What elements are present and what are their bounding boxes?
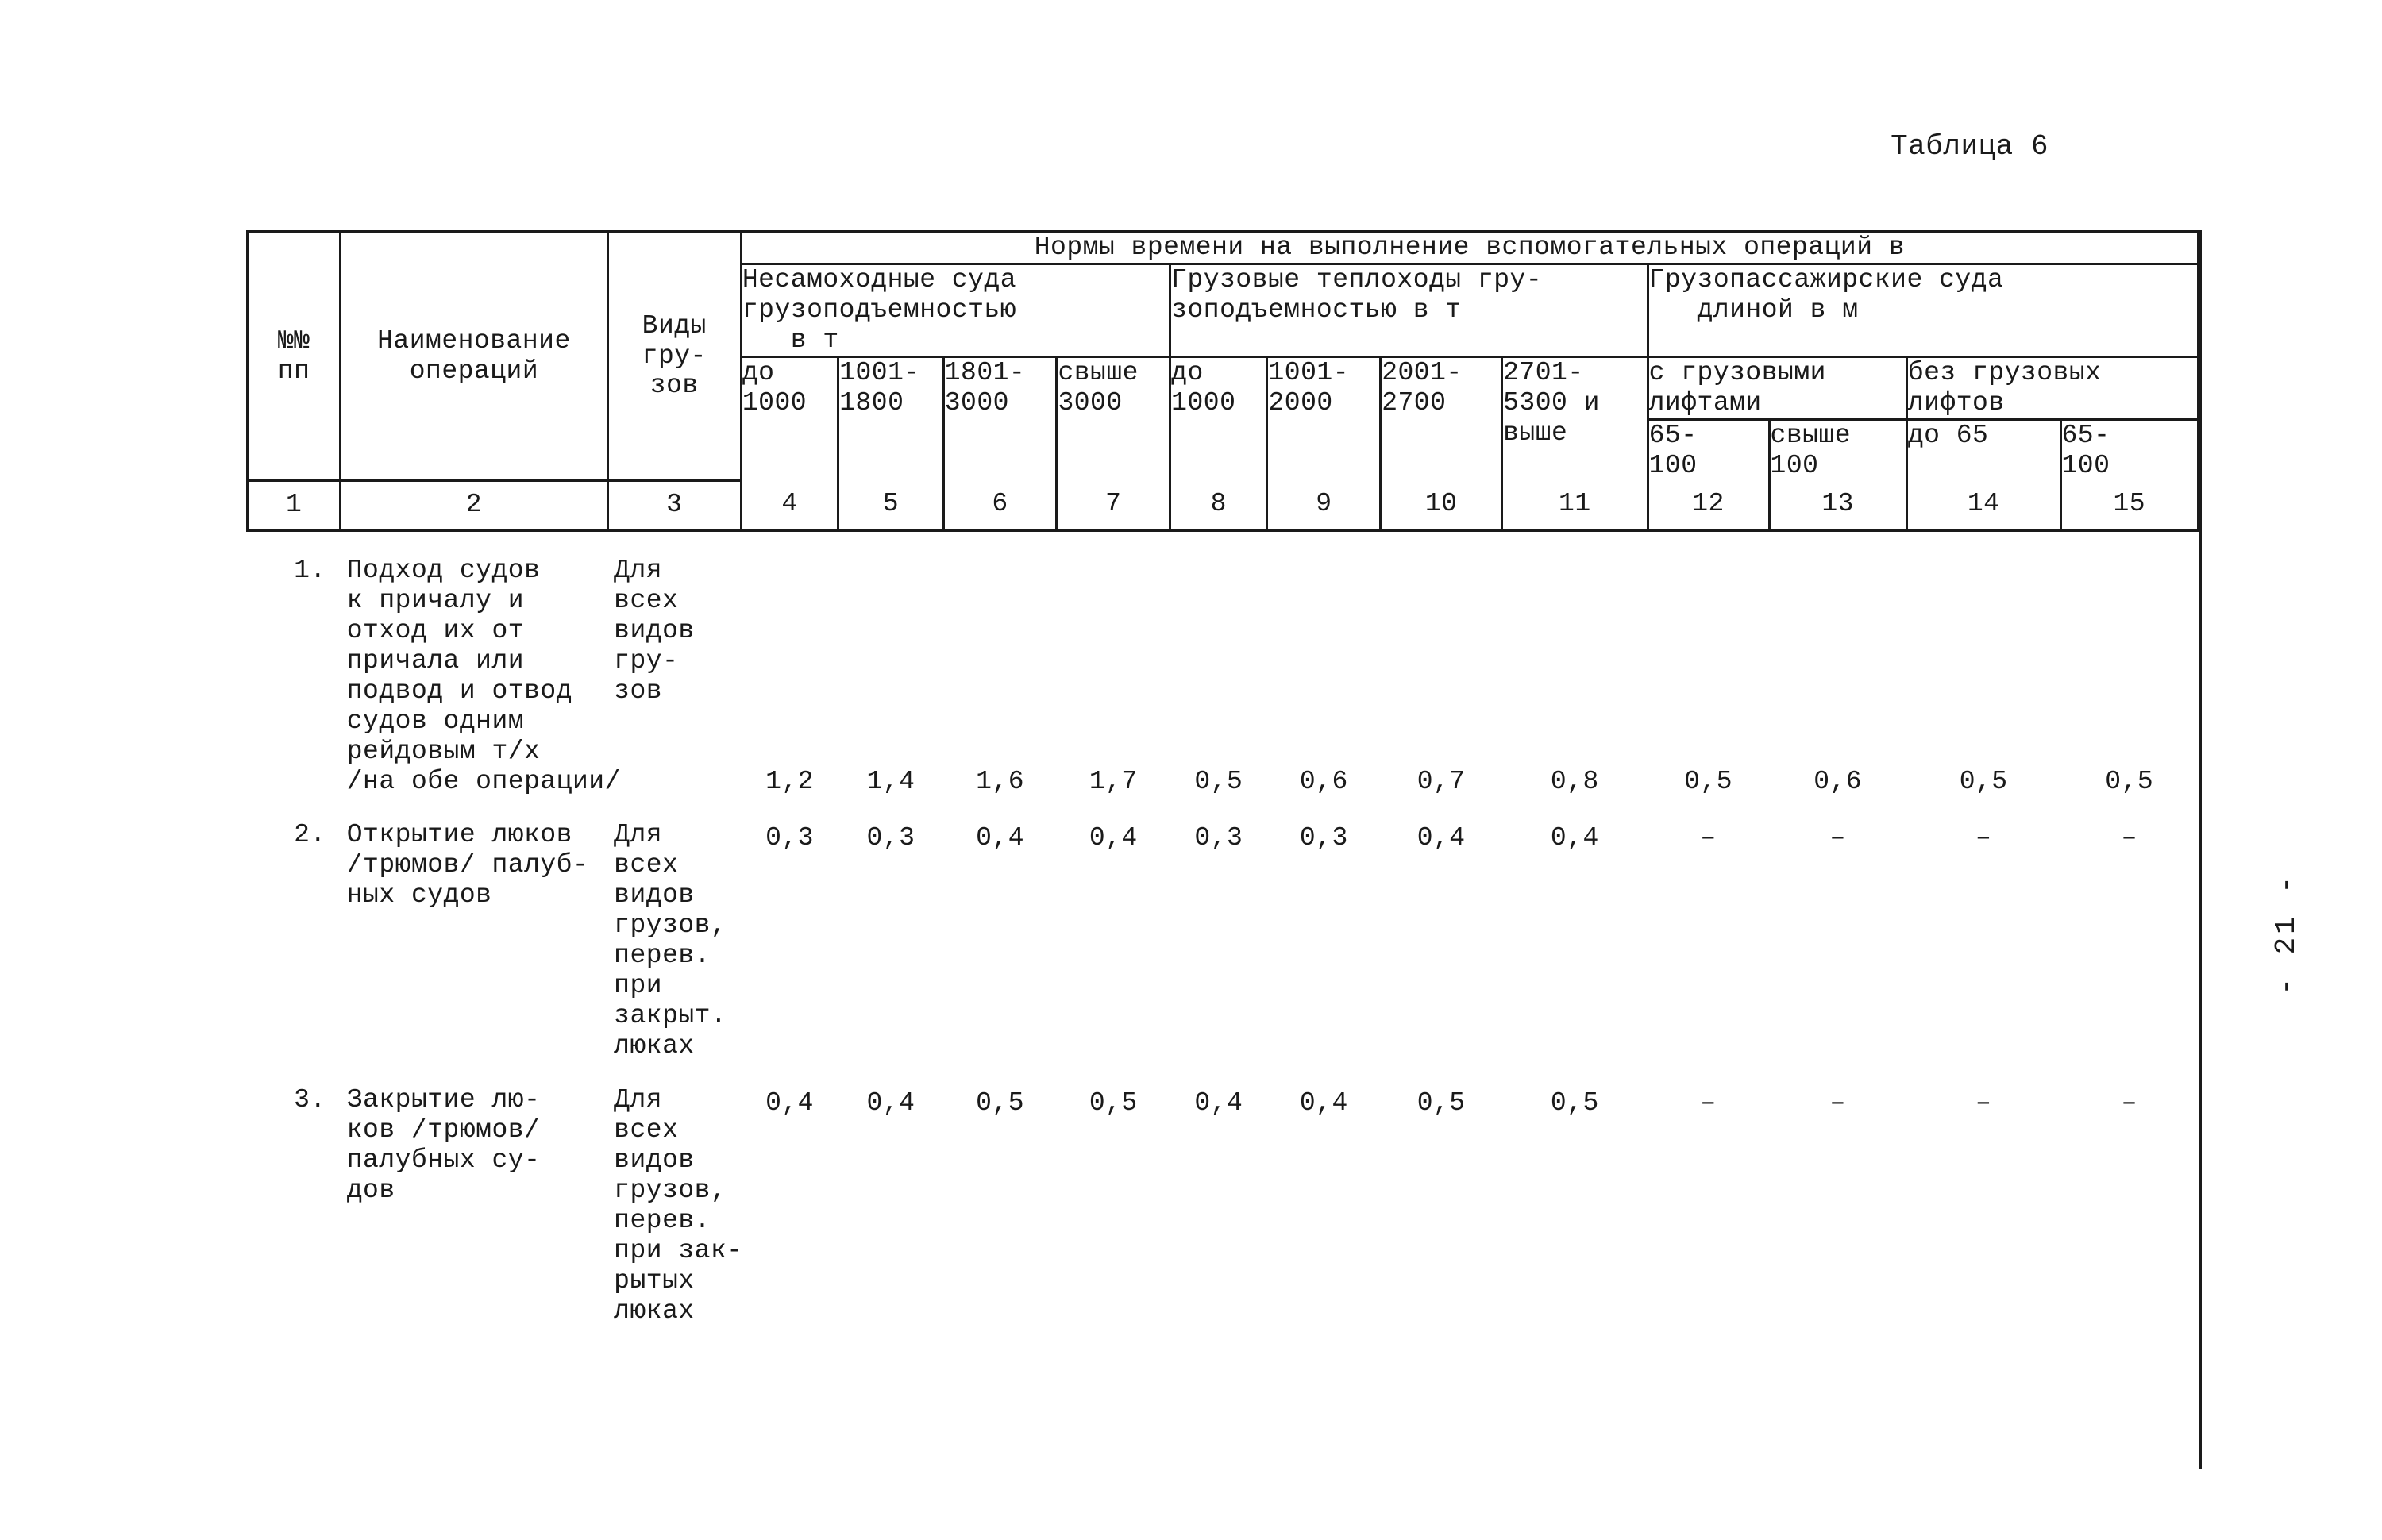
cell: 0,8 bbox=[1502, 530, 1648, 796]
cell: 0,5 bbox=[1057, 1061, 1170, 1326]
cell: 0,5 bbox=[1170, 530, 1267, 796]
cell: 0,5 bbox=[1906, 530, 2060, 796]
row-name: Подход судов к причалу и отход их от при… bbox=[341, 530, 607, 796]
cell: – bbox=[1769, 1061, 1906, 1326]
col-cn1: до 65 bbox=[1906, 419, 2060, 480]
col-cy1: 65- 100 bbox=[1648, 419, 1769, 480]
cell: 0,5 bbox=[943, 1061, 1057, 1326]
cell: 0,6 bbox=[1267, 530, 1381, 796]
colnum: 8 bbox=[1170, 481, 1267, 531]
cell: 0,6 bbox=[1769, 530, 1906, 796]
row-index: 3. bbox=[248, 1061, 341, 1326]
col-a1: до 1000 bbox=[741, 356, 838, 480]
cell: – bbox=[1648, 796, 1769, 1061]
col-cn2: 65- 100 bbox=[2060, 419, 2199, 480]
cell: 0,5 bbox=[2060, 530, 2199, 796]
row-type: Для всех видов гру- зов bbox=[607, 530, 741, 796]
col-types: Виды гру- зов bbox=[607, 232, 741, 481]
table-row: 2. Открытие люков /трюмов/ палуб- ных су… bbox=[248, 796, 2199, 1061]
cell: 0,4 bbox=[943, 796, 1057, 1061]
cell: 1,6 bbox=[943, 530, 1057, 796]
cell: 0,5 bbox=[1381, 1061, 1502, 1326]
grp-pass: Грузопассажирские суда длиной в м bbox=[1648, 264, 2198, 356]
col-pp: №№ пп bbox=[248, 232, 341, 481]
colnum: 2 bbox=[341, 481, 607, 531]
row-name: Закрытие лю- ков /трюмов/ палубных су- д… bbox=[341, 1061, 607, 1326]
row-name: Открытие люков /трюмов/ палуб- ных судов bbox=[341, 796, 607, 1061]
cell: 0,7 bbox=[1381, 530, 1502, 796]
colnum: 15 bbox=[2060, 481, 2199, 531]
row-type: Для всех видов грузов, перев. при закрыт… bbox=[607, 796, 741, 1061]
cell: – bbox=[1906, 796, 2060, 1061]
col-lift-yes: с грузовыми лифтами bbox=[1648, 356, 1906, 419]
span-title: Нормы времени на выполнение вспомогатель… bbox=[741, 232, 2198, 264]
cell: – bbox=[1906, 1061, 2060, 1326]
colnum: 3 bbox=[607, 481, 741, 531]
cell: 0,5 bbox=[1648, 530, 1769, 796]
colnum: 5 bbox=[838, 481, 944, 531]
col-cy2: свыше 100 bbox=[1769, 419, 1906, 480]
col-b3: 2001- 2700 bbox=[1381, 356, 1502, 480]
right-frame-rule bbox=[2199, 230, 2202, 1469]
cell: 0,4 bbox=[741, 1061, 838, 1326]
cell: – bbox=[2060, 1061, 2199, 1326]
side-page-number: - 21 - bbox=[2270, 873, 2303, 995]
cell: 0,3 bbox=[838, 796, 944, 1061]
table-row: 3. Закрытие лю- ков /трюмов/ палубных су… bbox=[248, 1061, 2199, 1326]
col-b4: 2701- 5300 и выше bbox=[1502, 356, 1648, 480]
row-type: Для всех видов грузов, перев. при зак- р… bbox=[607, 1061, 741, 1326]
cell: 0,4 bbox=[838, 1061, 944, 1326]
cell: 0,3 bbox=[1267, 796, 1381, 1061]
colnum: 13 bbox=[1769, 481, 1906, 531]
colnum: 11 bbox=[1502, 481, 1648, 531]
cell: 1,4 bbox=[838, 530, 944, 796]
colnum: 10 bbox=[1381, 481, 1502, 531]
col-a4: свыше 3000 bbox=[1057, 356, 1170, 480]
cell: 1,2 bbox=[741, 530, 838, 796]
cell: 0,4 bbox=[1057, 796, 1170, 1061]
colnum: 7 bbox=[1057, 481, 1170, 531]
cell: – bbox=[2060, 796, 2199, 1061]
colnum: 12 bbox=[1648, 481, 1769, 531]
cell: – bbox=[1648, 1061, 1769, 1326]
cell: 0,4 bbox=[1502, 796, 1648, 1061]
col-b2: 1001- 2000 bbox=[1267, 356, 1381, 480]
cell: 0,4 bbox=[1170, 1061, 1267, 1326]
table-row: 1. Подход судов к причалу и отход их от … bbox=[248, 530, 2199, 796]
colnum: 4 bbox=[741, 481, 838, 531]
col-a3: 1801- 3000 bbox=[943, 356, 1057, 480]
page: Таблица 6 - 21 - №№ пп Наименование опер… bbox=[0, 0, 2382, 1540]
colnum: 14 bbox=[1906, 481, 2060, 531]
col-lift-no: без грузовых лифтов bbox=[1906, 356, 2198, 419]
row-index: 1. bbox=[248, 530, 341, 796]
cell: 0,3 bbox=[1170, 796, 1267, 1061]
table-caption: Таблица 6 bbox=[1891, 130, 2049, 163]
colnum: 9 bbox=[1267, 481, 1381, 531]
col-b1: до 1000 bbox=[1170, 356, 1267, 480]
cell: 0,5 bbox=[1502, 1061, 1648, 1326]
cell: 0,3 bbox=[741, 796, 838, 1061]
colnum: 6 bbox=[943, 481, 1057, 531]
cell: 0,4 bbox=[1381, 796, 1502, 1061]
col-name: Наименование операций bbox=[341, 232, 607, 481]
row-index: 2. bbox=[248, 796, 341, 1061]
norms-table: №№ пп Наименование операций Виды гру- зо… bbox=[246, 230, 2199, 1326]
grp-cargo: Грузовые теплоходы гру- зоподъемностью в… bbox=[1170, 264, 1648, 356]
cell: 1,7 bbox=[1057, 530, 1170, 796]
col-a2: 1001- 1800 bbox=[838, 356, 944, 480]
cell: – bbox=[1769, 796, 1906, 1061]
table-header-row: №№ пп Наименование операций Виды гру- зо… bbox=[248, 232, 2199, 264]
colnum: 1 bbox=[248, 481, 341, 531]
cell: 0,4 bbox=[1267, 1061, 1381, 1326]
table-column-number-row: 1 2 3 4 5 6 7 8 9 10 11 12 13 14 15 bbox=[248, 481, 2199, 531]
grp-nonself: Несамоходные суда грузоподъемностью в т bbox=[741, 264, 1170, 356]
